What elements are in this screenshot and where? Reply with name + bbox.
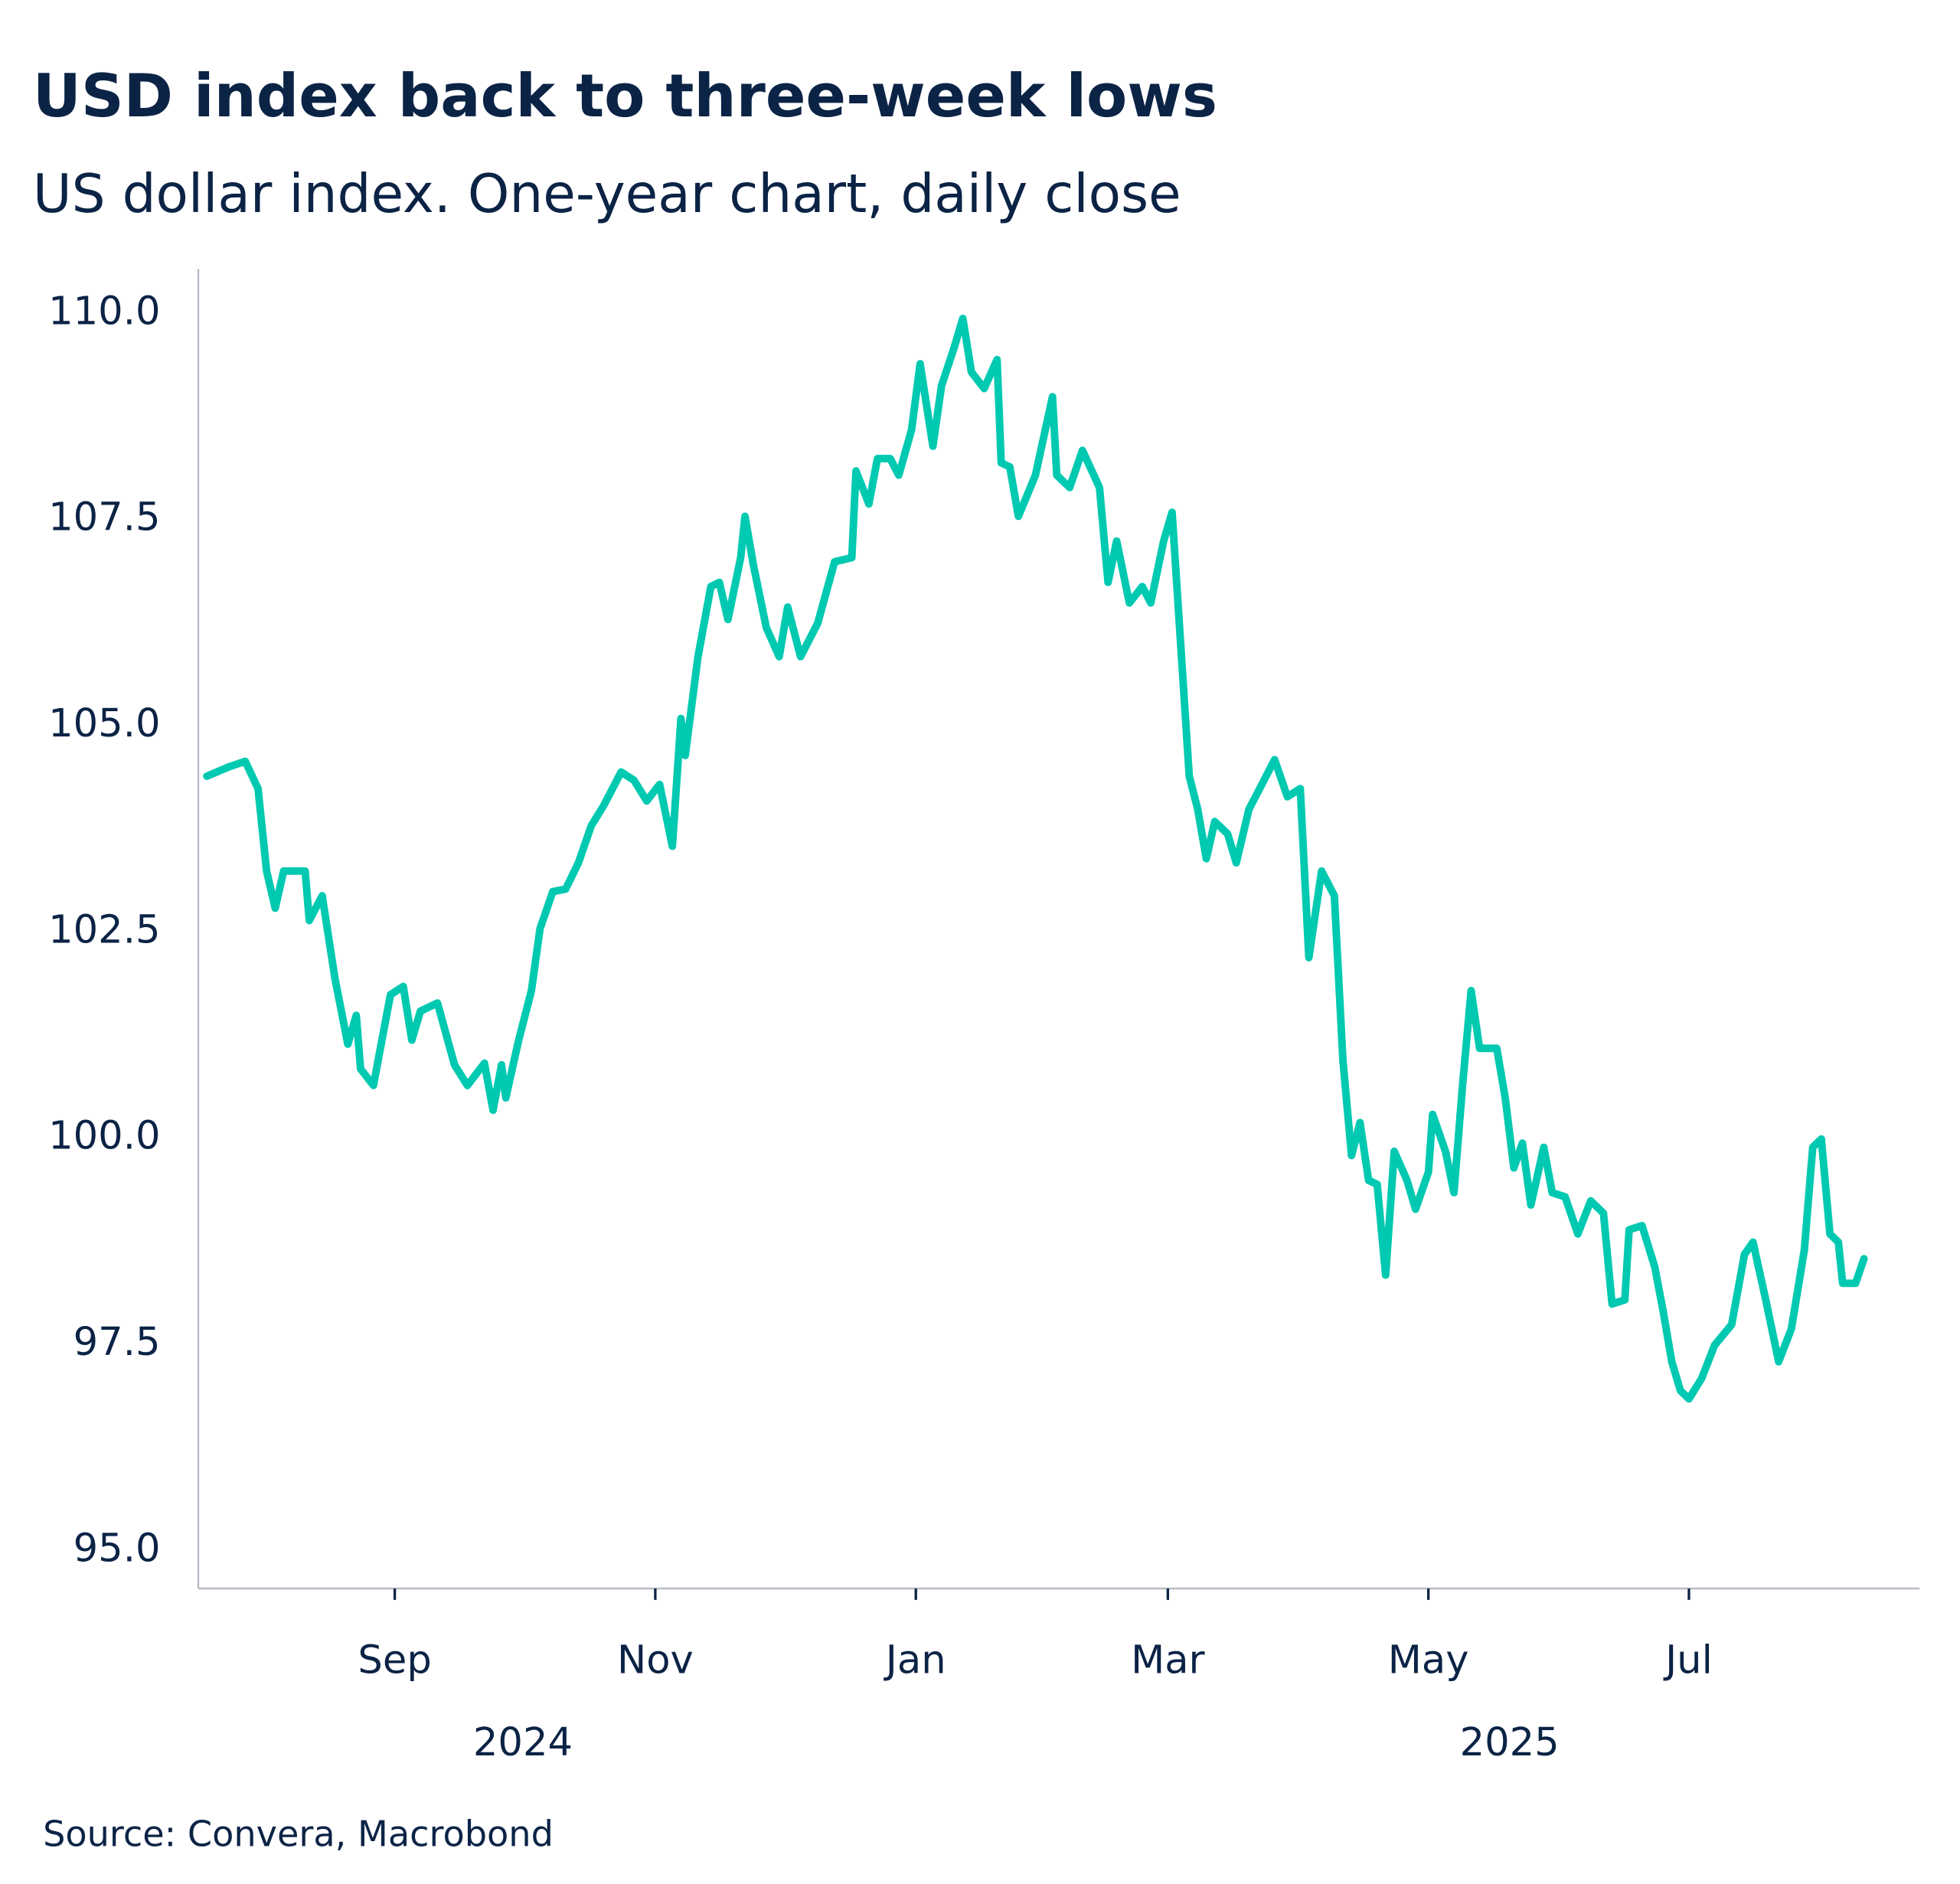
plot-area: 95.0 97.5 100.0 102.5 105.0 107.5 110.0 Sep Nov… (48, 269, 1920, 1765)
y-tick-label: 110.0 (48, 289, 160, 334)
source-note: Source: Convera, Macrobond (43, 1814, 554, 1855)
y-tick-label: 102.5 (48, 907, 160, 952)
x-year-label: 2025 (1460, 1720, 1560, 1765)
x-tick-label: Mar (1131, 1638, 1205, 1683)
y-tick-label: 95.0 (74, 1526, 161, 1571)
series-line-usd-index (203, 315, 1868, 1403)
x-tick-labels: Sep Nov Jan Mar May Jul 2024 2025 (358, 1589, 1713, 1765)
x-tick-label: Sep (358, 1638, 431, 1683)
y-tick-label: 97.5 (74, 1320, 161, 1365)
chart-title: USD index back to three-week lows (33, 62, 1217, 131)
x-tick-label: Jul (1663, 1638, 1713, 1683)
y-tick-labels: 95.0 97.5 100.0 102.5 105.0 107.5 110.0 (48, 289, 160, 1571)
y-tick-label: 100.0 (48, 1114, 160, 1159)
x-tick-label: Nov (617, 1638, 694, 1683)
x-year-label: 2024 (473, 1720, 573, 1765)
x-tick-label: Jan (884, 1638, 946, 1683)
y-tick-label: 105.0 (48, 701, 160, 746)
chart-subtitle: US dollar index. One-year chart, daily c… (33, 164, 1181, 225)
y-tick-label: 107.5 (48, 495, 160, 540)
x-tick-label: May (1388, 1638, 1469, 1683)
